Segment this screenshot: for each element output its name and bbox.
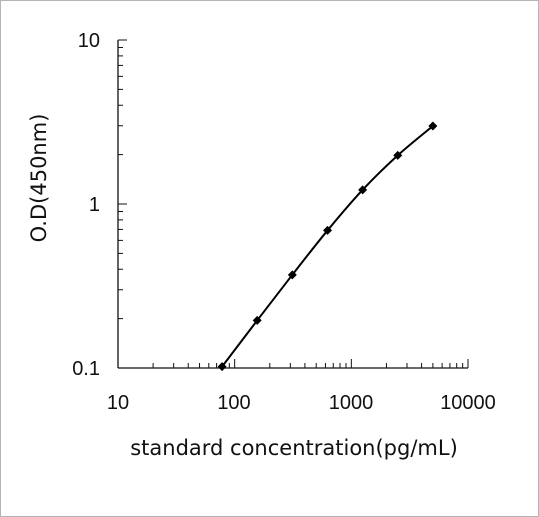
y-tick-label: 10: [78, 30, 100, 52]
x-tick-labels: 10 100 1000 10000: [107, 392, 496, 414]
y-ticks: [118, 39, 127, 369]
y-axis-title: O.D(450nm): [27, 114, 51, 243]
data-point: [358, 185, 368, 195]
data-point: [323, 225, 333, 235]
y-tick-labels: 10 1 0.1: [72, 30, 100, 380]
plot-area: [217, 121, 438, 372]
y-tick-label: 0.1: [72, 358, 100, 380]
series-line: [221, 125, 434, 368]
data-point: [428, 121, 438, 131]
data-point: [393, 150, 403, 160]
axes: 10 1 0.1 10 100 1000 10000 standard conc…: [27, 30, 496, 460]
x-tick-label: 10000: [440, 392, 496, 414]
y-tick-label: 1: [89, 194, 100, 216]
x-tick-label: 10: [107, 392, 129, 414]
data-point: [252, 315, 262, 325]
x-tick-label: 100: [217, 392, 250, 414]
data-point: [217, 362, 227, 372]
x-tick-label: 1000: [329, 392, 374, 414]
x-axis-title: standard concentration(pg/mL): [130, 436, 458, 460]
data-point: [287, 270, 297, 280]
x-ticks: [117, 359, 469, 368]
